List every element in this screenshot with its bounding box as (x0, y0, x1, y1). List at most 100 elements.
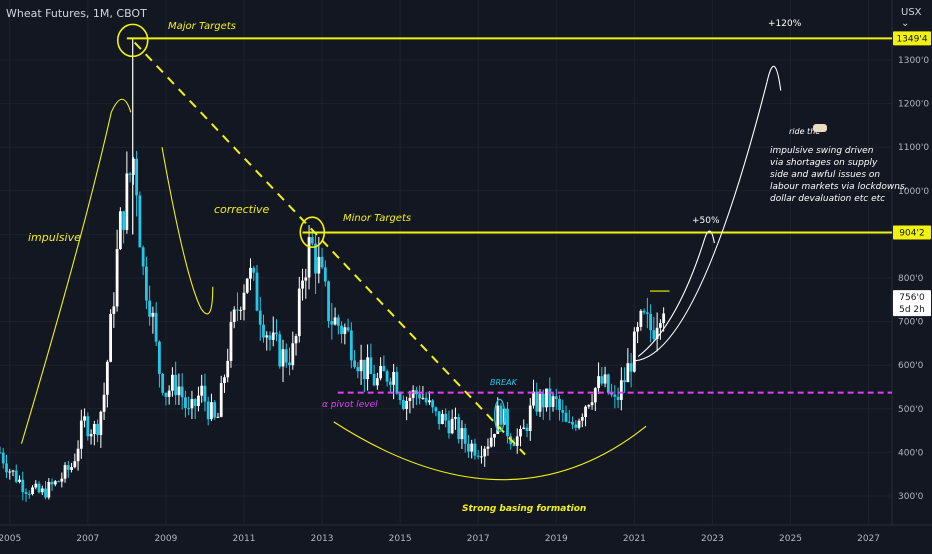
y-tick-label: 500'0 (898, 405, 924, 415)
candle-body (167, 390, 171, 397)
candle-body (353, 360, 356, 368)
candle-body (652, 330, 656, 339)
candle-body (372, 373, 376, 386)
candle-body (577, 420, 581, 428)
candle-body (278, 334, 282, 367)
x-tick-label: 2013 (311, 534, 334, 544)
candle-body (11, 470, 15, 472)
candle-body (112, 306, 116, 314)
candle-body (301, 280, 304, 289)
candle-body (271, 332, 275, 340)
candle-body (428, 400, 431, 403)
candle-body (0, 452, 2, 454)
candle-body (486, 446, 490, 449)
candle-body (122, 211, 126, 230)
candle-body (141, 247, 145, 267)
impulsive-arc (20, 98, 132, 444)
candle-body (268, 335, 272, 340)
candle-body (385, 371, 389, 382)
candle-body (99, 411, 103, 436)
candle-body (369, 357, 373, 374)
candle-body (320, 256, 324, 268)
candle-body (349, 330, 353, 361)
candle-body (441, 413, 444, 425)
candle-body (193, 399, 197, 407)
candle-body (255, 272, 259, 311)
candle-body (538, 393, 542, 412)
candle-body (519, 428, 522, 437)
candle-body (284, 349, 288, 363)
candle-body (636, 326, 640, 332)
candle-body (506, 408, 509, 437)
candle-body (606, 374, 610, 393)
candle-body (34, 483, 38, 488)
candle-body (44, 488, 47, 498)
candle-body (545, 388, 548, 408)
candle-body (382, 366, 386, 372)
candle-body (610, 392, 613, 395)
candle-body (515, 436, 519, 446)
candle-body (340, 325, 343, 334)
candle-body (356, 367, 360, 372)
x-tick-label: 2023 (701, 534, 724, 544)
candle-body (242, 292, 246, 310)
candle-body (24, 492, 28, 494)
candle-body (431, 400, 435, 408)
candle-body (21, 479, 25, 493)
candle-body (418, 394, 422, 399)
commentary-line: dollar devaluation etc etc (770, 194, 885, 204)
candle-body (639, 310, 643, 327)
candle-body (532, 391, 535, 406)
price-label-text: 756'0 (899, 293, 925, 303)
corrective-label: corrective (214, 203, 270, 216)
candle-body (366, 357, 370, 380)
candle-body (333, 317, 337, 325)
candle-body (76, 448, 80, 462)
target-50-label: +50% (692, 216, 720, 226)
candle-body (535, 391, 539, 412)
candle-body (580, 417, 584, 421)
candle-body (66, 465, 70, 470)
candle-body (323, 267, 327, 282)
candle-body (158, 341, 161, 374)
candle-body (330, 321, 334, 325)
commentary-line: labour markets via lockdowns, (770, 182, 908, 192)
candle-body (203, 385, 207, 402)
candle-body (138, 195, 142, 248)
candle-body (27, 493, 31, 495)
candle-body (50, 481, 54, 485)
candle-body (40, 488, 44, 493)
candle-body (206, 401, 210, 420)
candle-body (467, 443, 470, 452)
price-label-text: 1349'4 (896, 34, 927, 44)
candle-body (619, 380, 623, 400)
currency-selector[interactable]: USX ⌄ (901, 7, 932, 29)
candle-body (398, 393, 402, 401)
price-label-box (893, 225, 931, 240)
candle-body (564, 412, 568, 422)
candles (0, 150, 666, 502)
candle-body (554, 396, 558, 400)
x-tick-label: 2007 (76, 534, 99, 544)
candle-body (304, 277, 308, 281)
candle-body (187, 408, 191, 410)
candle-body (444, 413, 448, 421)
price-label-box (893, 31, 931, 46)
candle-body (252, 267, 256, 273)
break-circle (494, 398, 506, 432)
candle-body (629, 363, 633, 372)
candle-body (177, 386, 181, 396)
candle-body (493, 433, 496, 438)
candle-body (551, 396, 555, 408)
candle-body (307, 237, 311, 278)
candle-body (310, 237, 314, 244)
candle-body (213, 402, 217, 418)
candle-body (437, 411, 441, 425)
candle-body (109, 313, 113, 362)
candle-body (584, 406, 587, 418)
candle-body (392, 371, 396, 385)
y-tick-label: 1100'0 (898, 143, 929, 153)
